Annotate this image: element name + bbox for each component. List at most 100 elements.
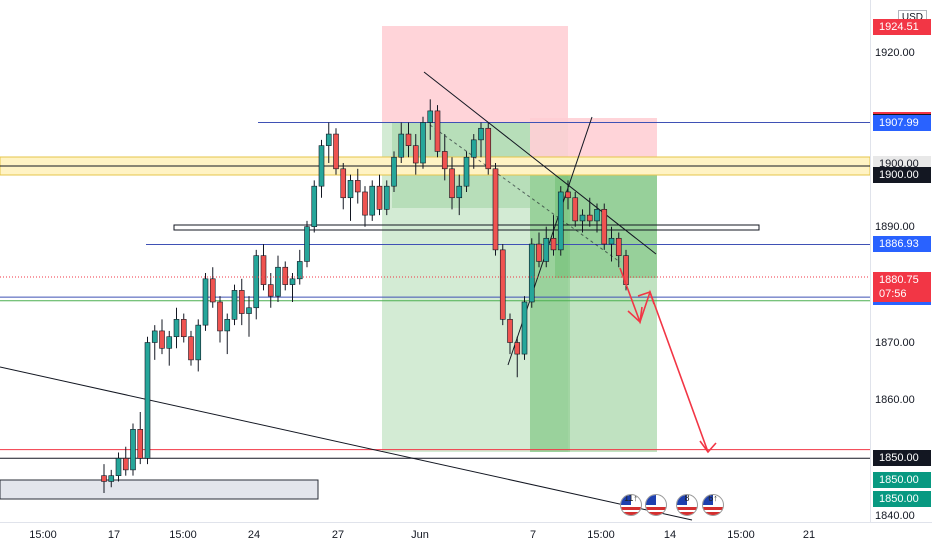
long-trend-line[interactable] [0,366,693,521]
price-chart[interactable]: 11↑ 8 6↑ [0,0,870,522]
candle-up[interactable] [427,110,434,123]
candle-down[interactable] [565,191,571,199]
candle-down[interactable] [362,191,368,216]
candle-up[interactable] [275,266,281,297]
candle-down[interactable] [376,185,383,210]
price-level-badge: 1850.00 [873,490,931,507]
candle-down[interactable] [507,319,513,343]
candle-up[interactable] [369,185,376,216]
event-label: 11↑ [624,494,638,503]
candle-up[interactable] [478,127,484,141]
candle-up[interactable] [594,209,600,222]
candle-up[interactable] [304,226,310,262]
candle-down[interactable] [238,290,245,314]
candle-up[interactable] [521,301,528,355]
candle-up[interactable] [151,330,158,343]
consolidation-box[interactable] [173,224,760,231]
candle-up[interactable] [173,319,180,338]
candle-up[interactable] [398,133,405,158]
candle-down[interactable] [180,319,187,338]
candle-up[interactable] [289,278,296,285]
us-flag-icon[interactable] [645,494,667,516]
candle-down[interactable] [615,237,622,256]
projection-arrow[interactable] [619,267,709,453]
candle-up[interactable] [166,336,173,349]
time-tick-label: 15:00 [587,529,615,541]
candle-up[interactable] [202,278,209,326]
candle-up[interactable] [195,324,202,361]
us-flag-icon[interactable]: 11↑ [620,494,642,516]
candle-up[interactable] [391,156,397,187]
candle-up[interactable] [543,237,550,262]
candle-up[interactable] [608,237,615,245]
candle-down[interactable] [514,342,521,355]
candle-down[interactable] [340,168,347,199]
candle-up[interactable] [246,307,252,314]
candle-down[interactable] [209,278,216,303]
candle-up[interactable] [420,122,426,164]
candle-down[interactable] [101,475,107,482]
candle-down[interactable] [485,127,492,170]
candle-up[interactable] [130,429,136,471]
candle-up[interactable] [325,133,332,146]
candle-up[interactable] [318,145,325,187]
candle-down[interactable] [499,249,506,320]
candle-down[interactable] [412,145,419,164]
candle-up[interactable] [463,156,470,187]
time-tick-label: 21 [802,529,816,541]
candle-up[interactable] [231,290,238,320]
candle-down[interactable] [260,255,267,285]
price-level-badge: 1900.00 [873,166,931,183]
price-axis[interactable]: USD 1920.00 1890.00 1870.00 1860.00 1840.00 … [870,0,932,522]
candle-up[interactable] [296,261,303,280]
stop-loss-zone[interactable] [382,26,568,122]
candle-up[interactable] [347,180,354,199]
candle-down[interactable] [572,197,579,222]
candle-down[interactable] [333,133,339,170]
price-level-badge: 1886.93 [873,236,931,253]
candle-up[interactable] [579,214,586,222]
support-zone[interactable] [0,479,319,500]
candle-down[interactable] [434,110,441,152]
candle-down[interactable] [550,237,557,251]
candle-up[interactable] [470,139,477,158]
candle-up[interactable] [108,475,115,482]
candle-down[interactable] [122,457,129,471]
candle-down[interactable] [188,336,194,361]
candle-down[interactable] [601,209,608,245]
price-tick-label: 1870.00 [875,336,915,349]
projection-arrowhead-3 [699,440,717,454]
time-tick-label: 24 [247,529,261,541]
current-price-badge: 1880.75 07:56 [873,272,931,303]
candle-down[interactable] [449,168,455,199]
time-tick-label: 27 [331,529,345,541]
candle-down[interactable] [217,301,223,332]
event-label: 8 [684,494,690,503]
candle-up[interactable] [311,185,318,227]
us-flag-icon[interactable]: 6↑ [702,494,724,516]
candle-up[interactable] [115,457,122,476]
candle-up[interactable] [383,185,390,210]
price-tick-label: 1920.00 [875,47,915,59]
candle-down[interactable] [536,243,542,262]
candle-down[interactable] [267,284,274,297]
candle-up[interactable] [224,319,231,332]
candle-down[interactable] [441,151,448,170]
downtrend-line[interactable] [423,71,657,255]
candle-up[interactable] [528,243,535,303]
candle-up[interactable] [253,255,260,309]
time-tick-label: Jun [411,529,429,541]
candle-up[interactable] [456,185,463,199]
candle-down[interactable] [354,180,361,193]
candle-up[interactable] [557,191,564,251]
candle-down[interactable] [586,214,593,222]
candle-down[interactable] [405,133,412,146]
candle-up[interactable] [144,342,151,459]
us-flag-icon[interactable]: 8 [676,494,698,516]
time-axis[interactable]: 15:00 17 15:00 24 27 Jun 7 15:00 14 15:00 21 [0,522,932,551]
candle-down[interactable] [137,429,144,459]
candle-down[interactable] [159,330,165,349]
candle-down[interactable] [492,168,499,251]
candle-down[interactable] [282,266,289,285]
